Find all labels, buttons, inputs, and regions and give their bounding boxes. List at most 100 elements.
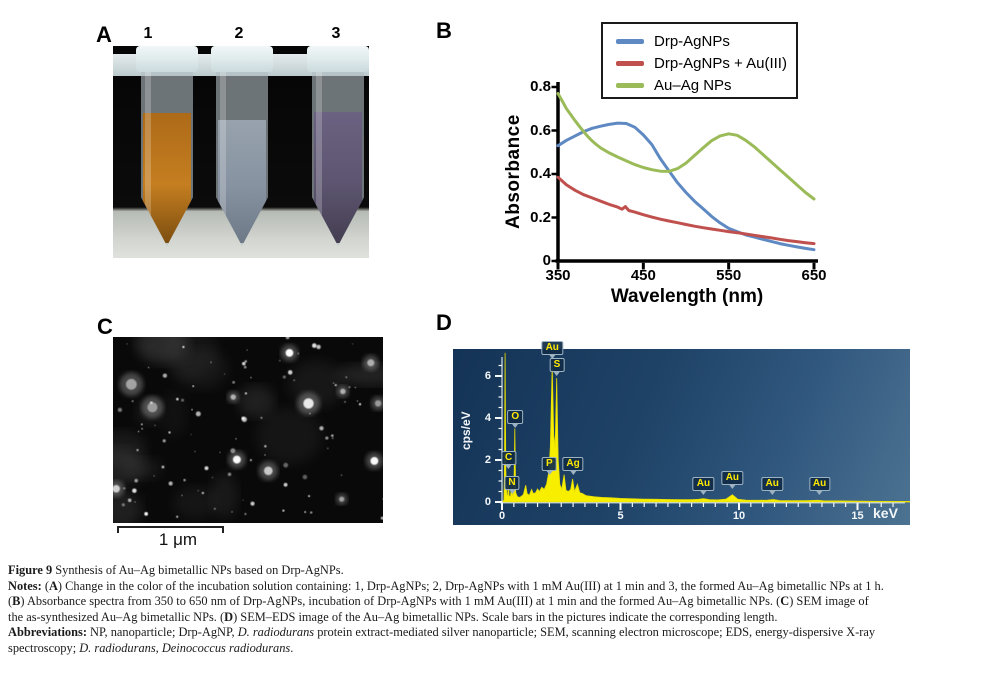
element-label-tail: [769, 490, 776, 495]
tube-1-highlight: [145, 72, 151, 246]
element-label-tail: [546, 470, 553, 475]
caption-segment: Abbreviations:: [8, 625, 91, 639]
eds-x-tick-label: 0: [498, 510, 506, 522]
element-label-Au: Au: [692, 476, 715, 495]
caption-segment: B: [12, 594, 21, 608]
series-1: [556, 175, 816, 246]
element-label-O: O: [507, 409, 524, 428]
caption-segment: C: [780, 594, 790, 608]
tube-2-body: [216, 72, 268, 246]
element-label-box: Ag: [562, 456, 584, 471]
caption-segment: D. radiodurans: [79, 640, 156, 655]
element-label-tail: [549, 355, 556, 360]
tube-3-body: [312, 72, 364, 246]
panel-a-label: A: [96, 22, 112, 47]
caption-line: Abbreviations: NP, nanoparticle; Drp-AgN…: [8, 625, 997, 641]
caption-segment: A: [48, 578, 58, 593]
caption-segment: .: [290, 640, 294, 655]
element-label-Au: Au: [808, 476, 831, 495]
x-tick-label: 650: [801, 267, 827, 284]
y-tick-label: 0.8: [530, 78, 551, 95]
legend-label: Drp-AgNPs: [654, 32, 730, 50]
tube-3-cap: [307, 46, 369, 72]
tube-1-number: 1: [143, 25, 153, 42]
caption-segment: protein extract-mediated silver nanopart…: [314, 625, 876, 639]
tube-2-highlight: [220, 72, 226, 246]
eds-y-axis-label: cps/eV: [459, 411, 473, 451]
x-tick-label: 350: [545, 267, 571, 284]
caption-line: (B) Absorbance spectra from 350 to 650 n…: [8, 594, 997, 610]
caption-segment: ) Absorbance spectra from 350 to 650 nm …: [20, 594, 781, 608]
element-label-Au: Au: [541, 341, 563, 360]
element-label-box: Au: [721, 471, 744, 486]
eds-y-tick-label: 0: [484, 496, 491, 508]
caption-segment: spectroscopy;: [8, 640, 80, 655]
eds-y-tick-label: 2: [484, 454, 491, 466]
element-label-box: P: [542, 456, 557, 471]
eds-x-tick-label: 15: [851, 510, 864, 522]
caption-segment: (: [44, 578, 49, 593]
caption-line: the as-synthesized Au–Ag bimetallic NPs.…: [8, 610, 997, 626]
element-label-box: O: [507, 409, 524, 424]
panel-d-label: D: [436, 310, 452, 335]
element-label-box: Au: [761, 476, 783, 491]
element-label-Ag: Ag: [562, 456, 584, 475]
element-label-tail: [570, 470, 577, 475]
x-tick-label: 550: [716, 267, 742, 284]
eds-y-tick-label: 6: [484, 370, 491, 382]
element-label-Au: Au: [721, 471, 744, 490]
series-0: [556, 121, 816, 252]
caption-segment: D: [224, 609, 234, 624]
caption-segment: (: [8, 594, 13, 608]
tube-3: [307, 46, 369, 258]
element-label-N: N: [504, 475, 520, 494]
element-label-C: C: [501, 451, 517, 470]
element-label-box: N: [504, 475, 520, 490]
caption-segment: ) SEM image of: [789, 594, 869, 608]
element-label-S: S: [549, 358, 565, 377]
scale-bar-label: 1 μm: [158, 530, 198, 549]
caption-segment: ) SEM–EDS image of the Au–Ag bimetallic …: [233, 609, 778, 624]
caption-line: Figure 9 Synthesis of Au–Ag bimetallic N…: [8, 563, 997, 579]
eds-y-tick-label: 4: [484, 412, 491, 424]
y-tick-label: 0.4: [530, 165, 551, 182]
tube-3-number: 3: [331, 25, 341, 42]
caption-segment: D. radiodurans: [237, 625, 315, 639]
legend-label: Au–Ag NPs: [654, 76, 732, 94]
panel-b-label: B: [436, 18, 452, 43]
legend-swatch: [616, 82, 644, 88]
y-tick-label: 0: [542, 252, 551, 269]
tube-1-cap: [136, 46, 198, 72]
eds-x-tick-label: 10: [732, 510, 746, 522]
y-tick-label: 0.6: [530, 121, 551, 139]
element-label-Au: Au: [761, 476, 783, 495]
caption-segment: the as-synthesized Au–Ag bimetallic NPs.…: [8, 609, 225, 624]
element-label-tail: [729, 485, 736, 490]
legend: Drp-AgNPs Drp-AgNPs + Au(III) Au–Ag NPs: [601, 22, 798, 99]
legend-item: Drp-AgNPs + Au(III): [616, 52, 796, 74]
caption-segment: ,: [155, 640, 162, 655]
sem-image: [113, 337, 383, 523]
caption-line: Notes: (A) Change in the color of the in…: [8, 579, 997, 595]
caption-segment: Deinococcus radiodurans: [161, 640, 291, 655]
tube-1-body: [141, 72, 193, 246]
x-tick-label: 450: [630, 267, 656, 284]
tube-2-number: 2: [234, 25, 244, 42]
tube-3-highlight: [316, 72, 322, 246]
y-tick-label: 0.2: [530, 208, 551, 226]
legend-item: Drp-AgNPs: [616, 30, 796, 52]
element-label-tail: [508, 489, 515, 494]
element-label-box: S: [549, 358, 565, 373]
element-label-tail: [553, 372, 560, 377]
eds-x-axis-label: keV: [873, 505, 898, 521]
eds-spectrum: [495, 352, 910, 510]
element-label-box: Au: [541, 341, 563, 356]
figure-caption: Figure 9 Synthesis of Au–Ag bimetallic N…: [8, 563, 997, 656]
series-2: [556, 92, 816, 201]
caption-segment: Figure 9: [8, 563, 56, 577]
element-label-tail: [816, 490, 823, 495]
legend-swatch: [616, 60, 644, 66]
element-label-tail: [505, 465, 512, 470]
element-label-P: P: [542, 456, 557, 475]
